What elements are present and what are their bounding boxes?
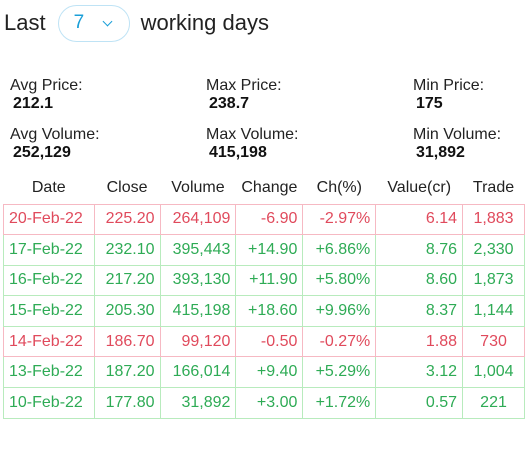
cell-date: 15-Feb-22 [3,295,95,327]
cell-change: +11.90 [235,264,304,297]
cell-close: 205.30 [93,295,161,327]
cell-pct: +5.29% [302,356,377,389]
cell-volume: 31,892 [159,387,237,419]
cell-trade: 1,004 [462,356,525,389]
col-date-header[interactable]: Date [31,179,66,197]
max-volume-label: Max Volume: [206,126,299,143]
cell-date: 10-Feb-22 [3,387,95,419]
table-row: 20-Feb-22 225.20 264,109 -6.90 -2.97% 6.14 1,8… [3,203,525,236]
cell-value: 6.14 [375,203,464,236]
min-volume-label: Min Volume: [413,126,502,143]
max-price-stat: Max Price: 238.7 [206,77,282,113]
cell-date: 20-Feb-22 [3,203,95,236]
cell-value: 3.12 [375,356,464,389]
cell-date: 14-Feb-22 [3,325,95,358]
col-volume-header[interactable]: Volume [171,179,225,197]
col-close-header[interactable]: Close [106,179,148,197]
cell-trade: 221 [462,387,525,419]
cell-trade: 1,144 [462,295,525,327]
col-pct-header[interactable]: Ch(%) [316,179,362,197]
min-volume-value: 31,892 [416,144,465,161]
cell-pct: -0.27% [302,325,377,358]
cell-value: 8.76 [375,234,464,266]
cell-change: +9.40 [235,356,304,389]
cell-pct: +1.72% [302,387,377,419]
cell-date: 16-Feb-22 [3,264,95,297]
table-header-row: Date Close Volume Change Ch(%) Value(cr)… [4,173,525,204]
cell-pct: +9.96% [302,295,377,327]
min-price-value: 175 [416,95,443,112]
cell-close: 217.20 [93,264,161,297]
days-select[interactable]: 7 [57,4,130,42]
cell-value: 8.37 [375,295,464,327]
cell-close: 225.20 [93,203,161,236]
table-row: 15-Feb-22 205.30 415,198 +18.60 +9.96% 8.37 1,… [3,295,525,327]
cell-trade: 2,330 [462,234,525,266]
cell-date: 13-Feb-22 [3,356,95,389]
min-price-label: Min Price: [413,77,485,94]
cell-change: +14.90 [235,234,304,266]
table-row: 14-Feb-22 186.70 99,120 -0.50 -0.27% 1.88 730 [3,325,525,358]
avg-price-stat: Avg Price: 212.1 [10,77,83,113]
cell-volume: 395,443 [159,234,237,266]
max-volume-value: 415,198 [209,144,267,161]
avg-volume-value: 252,129 [13,144,71,161]
cell-volume: 99,120 [159,325,237,358]
min-price-stat: Min Price: 175 [413,77,484,113]
cell-trade: 1,883 [462,203,525,236]
cell-change: +3.00 [235,387,304,419]
avg-volume-stat: Avg Volume: 252,129 [10,126,100,162]
cell-volume: 393,130 [159,264,237,297]
cell-close: 177.80 [93,387,161,419]
cell-pct: +6.86% [302,234,377,266]
cell-trade: 1,873 [462,264,525,297]
cell-volume: 264,109 [159,203,237,236]
header-prefix: Last [4,10,46,35]
cell-change: +18.60 [235,295,304,327]
cell-close: 232.10 [93,234,161,266]
cell-value: 1.88 [375,325,464,358]
avg-price-value: 212.1 [13,95,54,112]
cell-close: 187.20 [93,356,161,389]
cell-date: 17-Feb-22 [3,234,95,266]
cell-change: -0.50 [235,325,304,358]
cell-value: 0.57 [375,387,464,419]
max-price-label: Max Price: [206,77,282,94]
header-suffix: working days [140,10,269,35]
col-trade-header[interactable]: Trade [472,179,515,197]
table-row: 10-Feb-22 177.80 31,892 +3.00 +1.72% 0.57 221 [3,387,525,419]
price-history-table: Date Close Volume Change Ch(%) Value(cr)… [3,173,525,419]
col-change-header[interactable]: Change [241,179,298,197]
cell-change: -6.90 [235,203,304,236]
avg-price-label: Avg Price: [10,77,83,94]
cell-close: 186.70 [93,325,161,358]
table-row: 17-Feb-22 232.10 395,443 +14.90 +6.86% 8.76 2,… [3,234,525,266]
cell-volume: 166,014 [159,356,237,389]
col-value-header[interactable]: Value(cr) [387,179,452,197]
cell-volume: 415,198 [159,295,237,327]
period-header: Last 7 working days [4,4,269,42]
cell-value: 8.60 [375,264,464,297]
table-row: 16-Feb-22 217.20 393,130 +11.90 +5.80% 8.60 1,… [3,264,525,297]
cell-pct: +5.80% [302,264,377,297]
cell-pct: -2.97% [302,203,377,236]
min-volume-stat: Min Volume: 31,892 [413,126,501,162]
cell-trade: 730 [462,325,525,358]
max-volume-stat: Max Volume: 415,198 [206,126,298,162]
days-select-value: 7 [73,12,85,33]
max-price-value: 238.7 [209,95,250,112]
table-row: 13-Feb-22 187.20 166,014 +9.40 +5.29% 3.12 1,0… [3,356,525,389]
avg-volume-label: Avg Volume: [10,126,100,143]
chevron-down-icon [102,16,113,26]
